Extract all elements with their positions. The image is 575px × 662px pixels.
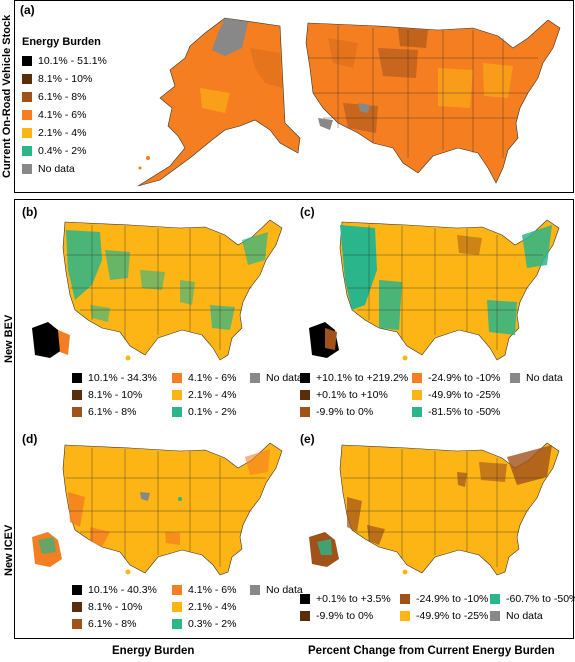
legend-item: 4.1% - 6% xyxy=(22,109,86,121)
legend-item: -24.9% to -10% xyxy=(400,593,488,605)
legend-item: -81.5% to -50% xyxy=(412,406,500,418)
us-map-c xyxy=(309,219,560,361)
legend-item: 2.1% - 4% xyxy=(22,127,86,139)
legend-item: +0.1% to +10% xyxy=(300,389,388,401)
legend-item: 8.1% - 10% xyxy=(72,601,142,613)
legend-item: 0.4% - 2% xyxy=(22,145,86,157)
panel-a-side-label: Current On-Road Vehicle Stock xyxy=(1,14,13,178)
us-map-d xyxy=(32,442,283,576)
us-map-b xyxy=(32,219,283,361)
panels-b-e-frame xyxy=(14,199,574,639)
row-label-icev: New ICEV xyxy=(3,524,15,576)
legend-item: 6.1% - 8% xyxy=(72,618,136,630)
legend-item: 0.3% - 2% xyxy=(172,618,236,630)
panel-a-label: (a) xyxy=(20,3,35,17)
alaska-map-a xyxy=(137,17,301,187)
legend-item: 0.1% - 2% xyxy=(172,406,236,418)
bottom-label-left: Energy Burden xyxy=(112,645,195,657)
legend-item: 8.1% - 10% xyxy=(22,73,92,85)
legend-item: 10.1% - 34.3% xyxy=(72,372,157,384)
us-map-a xyxy=(305,19,561,184)
legend-item: +10.1% to +219.2% xyxy=(300,372,408,384)
us-map-e xyxy=(309,442,560,576)
panel-b-label: (b) xyxy=(22,205,38,219)
legend-item: -9.9% to 0% xyxy=(300,610,373,622)
legend-swatch xyxy=(22,74,32,84)
legend-item: 6.1% - 8% xyxy=(22,91,86,103)
panel-e-label: (e) xyxy=(300,432,315,446)
legend-swatch xyxy=(22,110,32,120)
legend-item: No data xyxy=(250,584,303,596)
legend-item: -49.9% to -25% xyxy=(412,389,500,401)
legend-swatch xyxy=(22,146,32,156)
legend-item: No data xyxy=(22,163,75,175)
legend-item: 2.1% - 4% xyxy=(172,389,236,401)
legend-item: 8.1% - 10% xyxy=(72,389,142,401)
legend-item: 10.1% - 40.3% xyxy=(72,584,157,596)
legend-item: No data xyxy=(490,610,543,622)
legend-item: 6.1% - 8% xyxy=(72,406,136,418)
row-label-bev: New BEV xyxy=(3,314,15,363)
legend-item: +0.1% to +3.5% xyxy=(300,593,391,605)
legend-item: No data xyxy=(510,372,563,384)
legend-item: 10.1% - 51.1% xyxy=(22,55,107,67)
legend-item: 2.1% - 4% xyxy=(172,601,236,613)
legend-item: 4.1% - 6% xyxy=(172,584,236,596)
legend-item: -60.7% to -50% xyxy=(490,593,575,605)
legend-swatch xyxy=(22,164,32,174)
legend-item: -24.9% to -10% xyxy=(412,372,500,384)
legend-item: 4.1% - 6% xyxy=(172,372,236,384)
legend-swatch xyxy=(22,128,32,138)
panel-a-legend-title: Energy Burden xyxy=(22,36,101,48)
legend-swatch xyxy=(22,56,32,66)
legend-item: No data xyxy=(250,372,303,384)
panel-d-label: (d) xyxy=(22,432,38,446)
panel-a-frame xyxy=(14,0,574,193)
legend-swatch xyxy=(22,92,32,102)
legend-item: -9.9% to 0% xyxy=(300,406,373,418)
legend-item: -49.9% to -25% xyxy=(400,610,488,622)
bottom-label-right: Percent Change from Current Energy Burde… xyxy=(308,645,555,657)
panel-c-label: (c) xyxy=(300,205,315,219)
